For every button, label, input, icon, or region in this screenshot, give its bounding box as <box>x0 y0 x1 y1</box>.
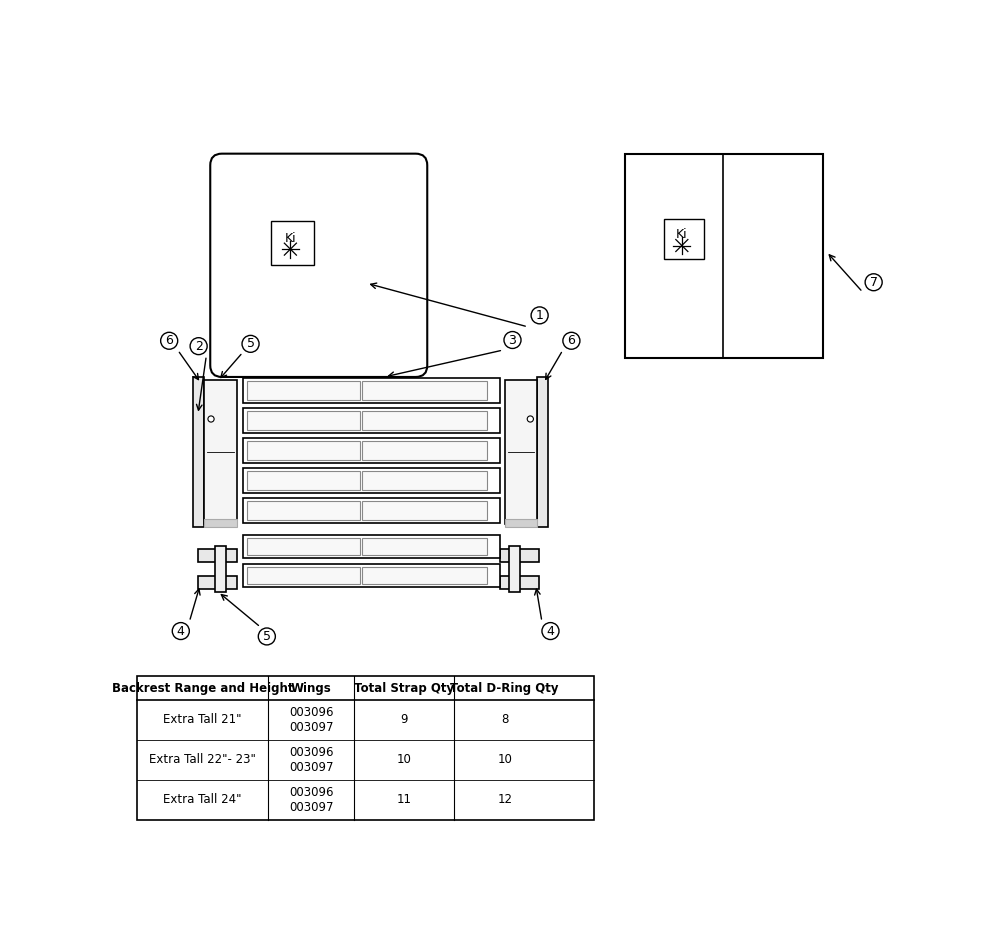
Text: 4: 4 <box>177 625 185 638</box>
Bar <box>193 377 204 527</box>
Bar <box>243 564 500 587</box>
Text: 3: 3 <box>509 333 516 347</box>
Text: 003096
003097: 003096 003097 <box>289 705 333 733</box>
Bar <box>247 441 360 460</box>
Circle shape <box>563 333 580 349</box>
Text: 6: 6 <box>567 334 575 347</box>
Text: 10: 10 <box>497 753 512 766</box>
Bar <box>509 546 520 592</box>
Circle shape <box>542 623 559 640</box>
Text: Extra Tall 22"- 23": Extra Tall 22"- 23" <box>149 753 256 766</box>
Text: Wings: Wings <box>291 682 331 695</box>
Bar <box>243 438 500 463</box>
Circle shape <box>527 416 533 422</box>
Bar <box>362 441 487 460</box>
Bar <box>247 411 360 430</box>
Text: 5: 5 <box>263 630 271 643</box>
Bar <box>362 381 487 400</box>
Bar <box>243 408 500 433</box>
Bar <box>137 676 594 820</box>
Text: 7: 7 <box>870 276 878 289</box>
Bar <box>204 519 237 527</box>
Text: 6: 6 <box>165 334 173 347</box>
Bar <box>243 535 500 558</box>
Text: 8: 8 <box>501 714 508 726</box>
Bar <box>664 219 704 260</box>
Bar <box>500 576 539 588</box>
Text: Extra Tall 24": Extra Tall 24" <box>163 793 242 806</box>
Bar <box>243 377 500 403</box>
Bar <box>362 411 487 430</box>
Bar <box>198 576 237 588</box>
Text: 003096
003097: 003096 003097 <box>289 745 333 773</box>
Bar <box>247 381 360 400</box>
Bar <box>500 549 539 561</box>
Bar <box>362 471 487 490</box>
Text: 4: 4 <box>547 625 554 638</box>
Text: 12: 12 <box>497 793 512 806</box>
Bar <box>505 519 537 527</box>
Text: 11: 11 <box>396 793 412 806</box>
Circle shape <box>161 333 178 349</box>
Text: Total D-Ring Qty: Total D-Ring Qty <box>450 682 559 695</box>
Text: Total Strap Qty: Total Strap Qty <box>354 682 454 695</box>
Bar <box>505 380 537 524</box>
Circle shape <box>531 307 548 324</box>
Bar <box>247 471 360 490</box>
Text: 2: 2 <box>195 340 203 353</box>
Bar <box>243 468 500 493</box>
Bar <box>537 377 548 527</box>
Text: 9: 9 <box>400 714 408 726</box>
Text: Backrest Range and Height: Backrest Range and Height <box>112 682 293 695</box>
Circle shape <box>258 628 275 644</box>
Bar <box>215 546 226 592</box>
Text: Ki: Ki <box>676 228 688 241</box>
Circle shape <box>172 623 189 640</box>
Bar <box>204 380 237 524</box>
Circle shape <box>190 338 207 355</box>
Text: 1: 1 <box>536 309 544 322</box>
Bar <box>362 538 487 555</box>
Bar <box>625 154 822 358</box>
Bar <box>243 498 500 523</box>
Bar <box>362 567 487 584</box>
Text: Ki: Ki <box>285 232 296 245</box>
Text: 003096
003097: 003096 003097 <box>289 785 333 814</box>
Circle shape <box>504 332 521 348</box>
FancyBboxPatch shape <box>210 154 427 377</box>
Bar <box>362 501 487 520</box>
Circle shape <box>242 335 259 352</box>
Bar <box>198 549 237 561</box>
Text: 10: 10 <box>397 753 411 766</box>
Bar <box>271 221 314 264</box>
Bar <box>247 501 360 520</box>
Bar <box>247 567 360 584</box>
Text: 5: 5 <box>247 337 255 350</box>
Text: Extra Tall 21": Extra Tall 21" <box>163 714 242 726</box>
Circle shape <box>865 274 882 290</box>
Bar <box>247 538 360 555</box>
Circle shape <box>208 416 214 422</box>
